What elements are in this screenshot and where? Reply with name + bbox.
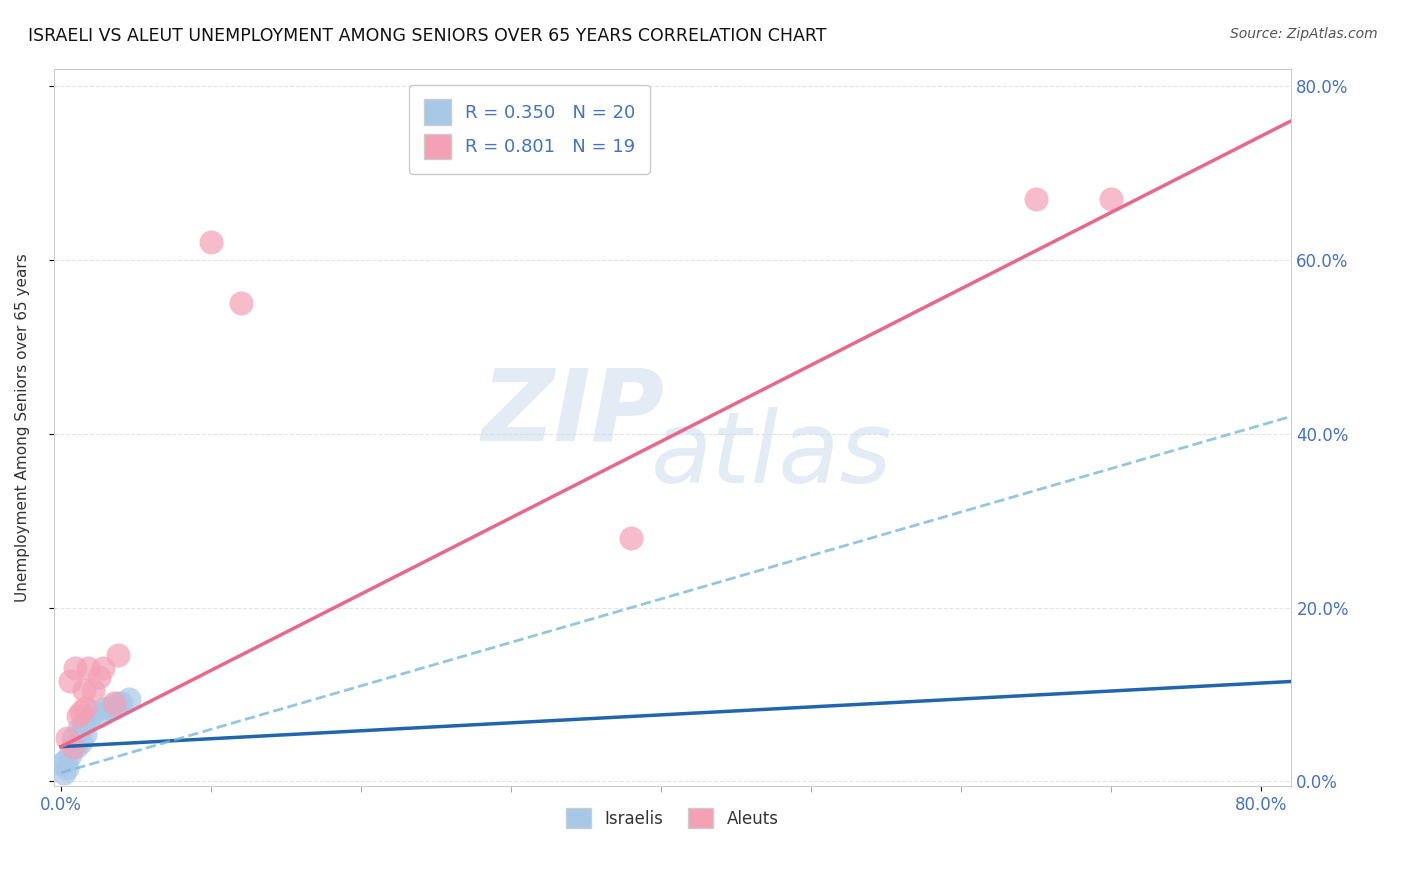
Text: ISRAELI VS ALEUT UNEMPLOYMENT AMONG SENIORS OVER 65 YEARS CORRELATION CHART: ISRAELI VS ALEUT UNEMPLOYMENT AMONG SENI…	[28, 27, 827, 45]
Point	[75, 700, 97, 714]
Point	[82, 683, 104, 698]
Point	[1099, 192, 1122, 206]
Point	[72, 718, 94, 732]
Point	[91, 661, 114, 675]
Point	[107, 696, 129, 710]
Point	[83, 705, 105, 719]
Point	[66, 709, 89, 723]
Point	[103, 700, 125, 714]
Point	[69, 735, 91, 749]
Point	[72, 683, 94, 698]
Point	[200, 235, 222, 250]
Point	[87, 670, 110, 684]
Point	[75, 726, 97, 740]
Point	[231, 296, 253, 310]
Point	[77, 714, 100, 728]
Point	[49, 757, 72, 772]
Point	[56, 761, 79, 775]
Point	[55, 753, 77, 767]
Point	[59, 748, 82, 763]
Point	[94, 700, 117, 714]
Text: ZIP: ZIP	[482, 364, 665, 461]
Point	[63, 661, 86, 675]
Point	[620, 531, 643, 545]
Point	[87, 709, 110, 723]
Point	[67, 723, 90, 737]
Point	[62, 739, 84, 754]
Point	[1025, 192, 1047, 206]
Point	[103, 696, 125, 710]
Point	[98, 700, 121, 714]
Point	[69, 705, 91, 719]
Point	[107, 648, 129, 663]
Legend: Israelis, Aleuts: Israelis, Aleuts	[560, 801, 786, 835]
Point	[65, 739, 87, 754]
Point	[62, 731, 84, 745]
Point	[77, 661, 100, 675]
Point	[117, 691, 139, 706]
Y-axis label: Unemployment Among Seniors over 65 years: Unemployment Among Seniors over 65 years	[15, 252, 30, 601]
Text: atlas: atlas	[651, 408, 893, 504]
Point	[56, 731, 79, 745]
Point	[53, 765, 76, 780]
Text: Source: ZipAtlas.com: Source: ZipAtlas.com	[1230, 27, 1378, 41]
Point	[110, 696, 132, 710]
Point	[59, 674, 82, 689]
